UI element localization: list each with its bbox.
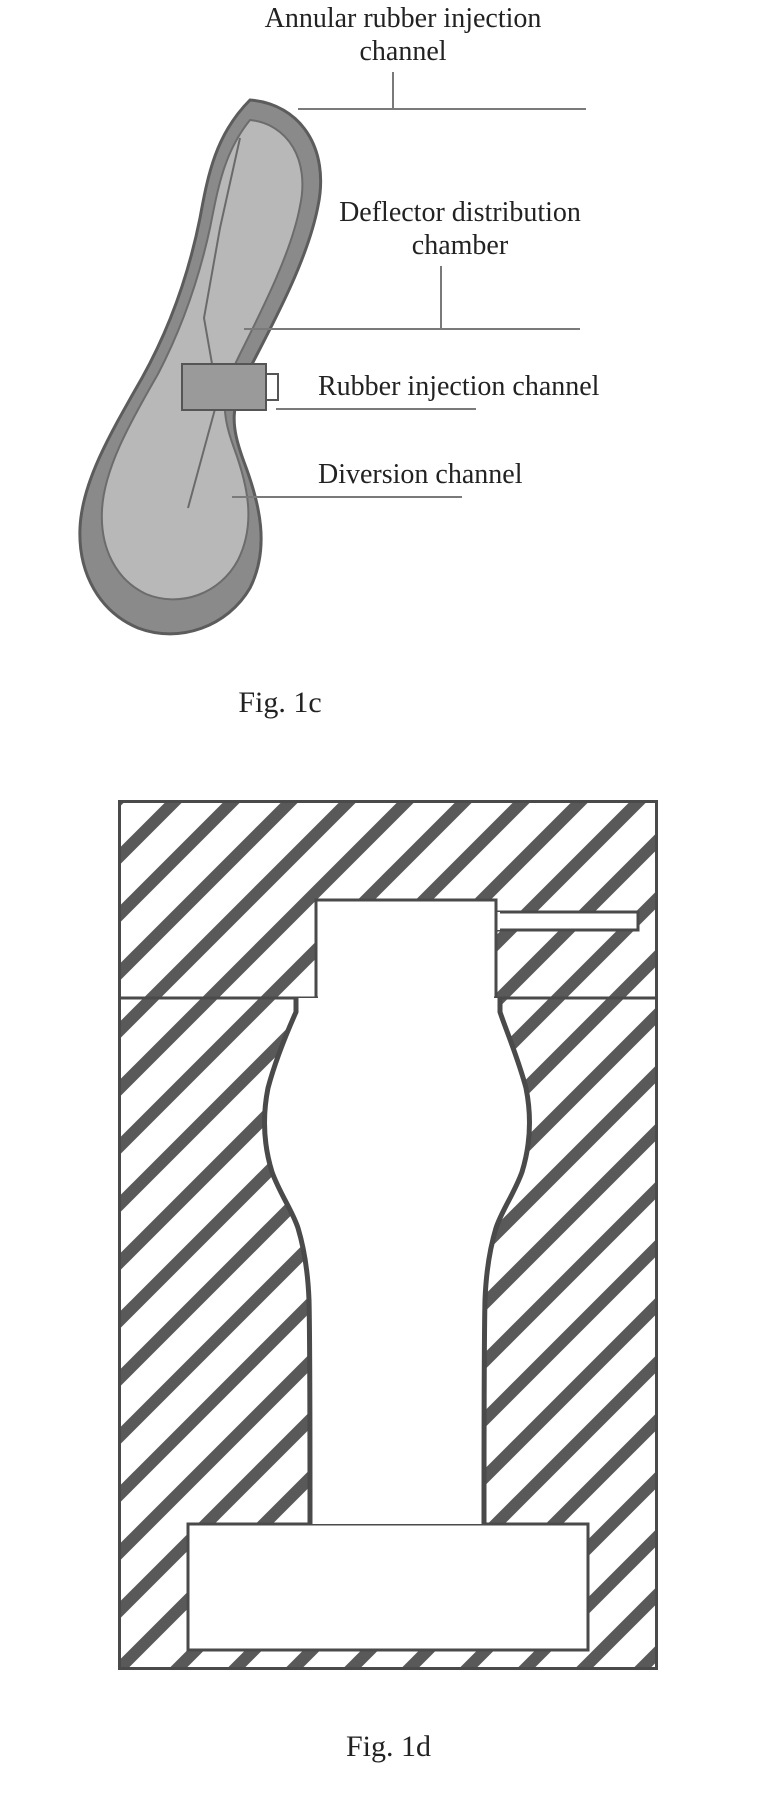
leader-injection-h bbox=[276, 408, 476, 410]
label-deflector-line2: chamber bbox=[412, 230, 508, 261]
label-injection: Rubber injection channel bbox=[318, 370, 738, 403]
label-diversion: Diversion channel bbox=[318, 458, 638, 491]
caption-1c: Fig. 1c bbox=[0, 686, 560, 720]
deflector-chamber bbox=[182, 364, 266, 410]
label-annular-line1: Annular rubber injection bbox=[265, 3, 542, 34]
leader-annular-h bbox=[298, 108, 586, 110]
label-diversion-line1: Diversion channel bbox=[318, 459, 523, 490]
fig-1d bbox=[118, 800, 658, 1670]
leader-annular-v bbox=[392, 72, 394, 108]
leader-deflector-h bbox=[244, 328, 580, 330]
label-deflector: Deflector distribution chamber bbox=[300, 196, 620, 262]
label-deflector-line1: Deflector distribution bbox=[339, 197, 581, 228]
leader-diversion-h bbox=[232, 496, 462, 498]
fig-1c-svg bbox=[20, 78, 380, 658]
label-annular: Annular rubber injection channel bbox=[228, 2, 578, 68]
heel-rect-1d bbox=[188, 1524, 588, 1650]
injection-channel-nub bbox=[266, 374, 278, 400]
label-annular-line2: channel bbox=[359, 36, 446, 67]
injection-channel-1d bbox=[496, 912, 638, 930]
caption-1d: Fig. 1d bbox=[0, 1730, 777, 1764]
label-injection-line1: Rubber injection channel bbox=[318, 371, 599, 402]
fig-1d-svg bbox=[118, 800, 658, 1670]
leader-deflector-v bbox=[440, 266, 442, 328]
page: Annular rubber injection channel Deflect… bbox=[0, 0, 777, 1812]
sole-inner bbox=[102, 120, 303, 599]
chamber-rect-1d bbox=[316, 900, 496, 998]
